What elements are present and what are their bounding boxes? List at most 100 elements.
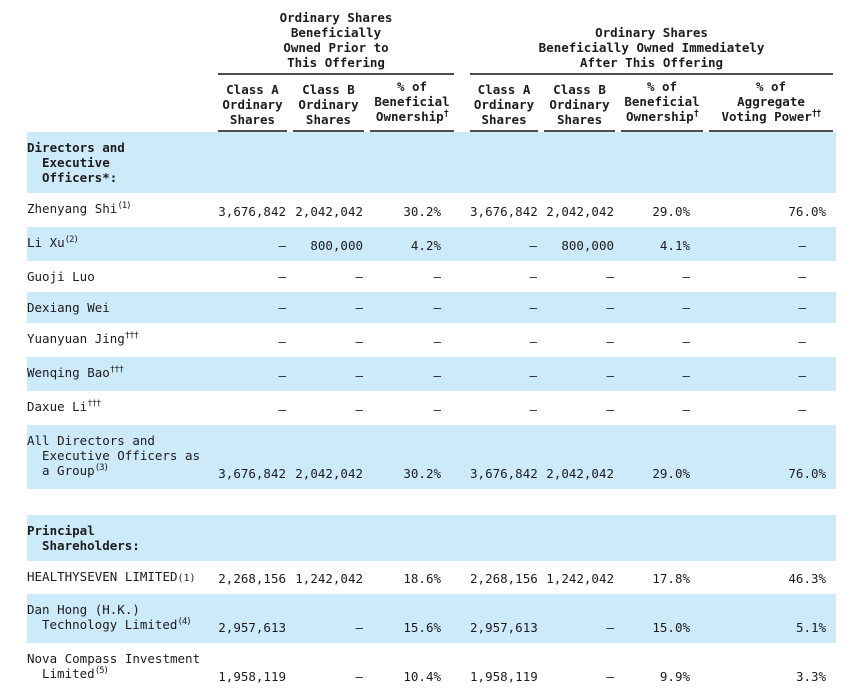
- cell-value: —: [355, 669, 363, 684]
- cell-value: 30.2%: [403, 204, 442, 219]
- table-row: Yuanyuan Jing††† — — — — — — —: [27, 323, 836, 357]
- label-column-spacer: [27, 75, 215, 132]
- cell-value: 2,957,613: [218, 620, 286, 635]
- cell-value: —: [798, 402, 807, 417]
- cell-value: 3,676,842: [470, 466, 538, 481]
- group-header-after: Ordinary Shares Beneficially Owned Immed…: [457, 10, 836, 75]
- spacer-row: [27, 489, 836, 515]
- cell-value: 18.6%: [403, 571, 442, 586]
- footnote-marker: (1): [177, 573, 196, 584]
- cell-value: 76.0%: [788, 466, 827, 481]
- footnote-marker: †††: [124, 331, 139, 341]
- cell-value: —: [529, 402, 538, 417]
- ownership-document-page: Ordinary Shares Beneficially Owned Prior…: [27, 10, 837, 684]
- column-header: Class B Ordinary Shares: [290, 75, 367, 132]
- cell-value: 46.3%: [788, 571, 827, 586]
- section-header-row: Principal Shareholders:: [27, 515, 837, 561]
- group-header-row: Ordinary Shares Beneficially Owned Prior…: [27, 10, 836, 75]
- cell-value: —: [278, 368, 286, 383]
- row-label: Dan Hong (H.K.) Technology Limited(4): [27, 602, 192, 632]
- group-header-line: Beneficially: [290, 25, 382, 40]
- table-row: Li Xu(2) — 800,000 4.2% — 800,000 4.1% —: [27, 227, 837, 261]
- cell-value: 3,676,842: [218, 466, 286, 481]
- cell-value: —: [355, 402, 363, 417]
- cell-value: —: [355, 300, 363, 315]
- cell-value: 2,042,042: [295, 204, 363, 219]
- cell-value: 30.2%: [403, 466, 442, 481]
- cell-value: 1,242,042: [546, 571, 615, 586]
- cell-value: —: [433, 368, 442, 383]
- footnote-marker: †: [693, 109, 700, 119]
- cell-value: —: [798, 238, 807, 253]
- row-label: Li Xu(2): [27, 235, 79, 250]
- table-row: Nova Compass Investment Limited(5) 1,958,1…: [27, 643, 836, 692]
- cell-value: 17.8%: [652, 571, 691, 586]
- cell-value: 3,676,842: [218, 204, 286, 219]
- column-header: % of Beneficial Ownership†: [367, 75, 457, 132]
- table-row: Dexiang Wei — — — — — — —: [27, 292, 837, 323]
- cell-value: 10.4%: [403, 669, 442, 684]
- row-label: Zhenyang Shi(1): [27, 201, 132, 216]
- row-label: HEALTHYSEVEN LIMITED(1): [27, 569, 196, 584]
- cell-value: —: [433, 300, 442, 315]
- column-header-row: Class A Ordinary Shares Class B Ordinary Shar…: [27, 75, 836, 132]
- group-header-line: After This Offering: [580, 55, 724, 70]
- cell-value: 1,958,119: [470, 669, 538, 684]
- cell-value: —: [798, 300, 807, 315]
- row-label: All Directors and Executive Officers as a …: [27, 433, 201, 478]
- cell-value: —: [278, 300, 286, 315]
- footnote-marker: (3): [94, 463, 109, 473]
- cell-value: —: [355, 368, 363, 383]
- cell-value: 4.1%: [659, 238, 691, 253]
- cell-value: —: [606, 368, 615, 383]
- cell-value: —: [606, 334, 615, 349]
- row-label: Guoji Luo: [27, 269, 95, 284]
- row-label: Dexiang Wei: [27, 300, 110, 315]
- cell-value: —: [355, 269, 363, 284]
- cell-value: —: [682, 334, 691, 349]
- cell-value: 15.0%: [652, 620, 691, 635]
- cell-value: —: [278, 269, 286, 284]
- column-header: Class A Ordinary Shares: [215, 75, 290, 132]
- cell-value: —: [606, 669, 615, 684]
- column-header: % of Aggregate Voting Power††: [706, 75, 836, 132]
- group-header-line: Beneficially Owned Immediately: [538, 40, 765, 55]
- cell-value: —: [798, 334, 807, 349]
- cell-value: —: [682, 269, 691, 284]
- row-label: Yuanyuan Jing†††: [27, 331, 139, 346]
- cell-value: 2,042,042: [546, 466, 615, 481]
- table-row: Daxue Li††† — — — — — — —: [27, 391, 836, 425]
- ownership-table: Ordinary Shares Beneficially Owned Prior…: [27, 10, 837, 692]
- cell-value: —: [606, 300, 615, 315]
- row-label: Wenqing Bao†††: [27, 365, 124, 380]
- cell-value: 29.0%: [652, 466, 691, 481]
- cell-value: —: [529, 269, 538, 284]
- table-row: HEALTHYSEVEN LIMITED(1) 2,268,156 1,242,04…: [27, 561, 836, 594]
- table-row: Guoji Luo — — — — — — —: [27, 261, 836, 292]
- section-header-row: Directors and Executive Officers*:: [27, 132, 837, 193]
- cell-value: —: [606, 269, 615, 284]
- row-label: Daxue Li†††: [27, 399, 102, 414]
- cell-value: 800,000: [561, 238, 615, 253]
- cell-value: —: [433, 402, 442, 417]
- cell-value: —: [606, 620, 615, 635]
- cell-value: 2,042,042: [295, 466, 363, 481]
- column-header: Class B Ordinary Shares: [541, 75, 618, 132]
- group-header-line: Owned Prior to: [283, 40, 389, 55]
- row-label: Nova Compass Investment Limited(5): [27, 651, 201, 681]
- cell-value: —: [798, 269, 807, 284]
- cell-value: —: [682, 300, 691, 315]
- footnote-marker: †: [443, 109, 450, 119]
- cell-value: —: [606, 402, 615, 417]
- cell-value: —: [355, 620, 363, 635]
- row-label: Directors and Executive Officers*:: [27, 140, 125, 185]
- group-header-line: Ordinary Shares: [279, 10, 393, 25]
- cell-value: —: [278, 238, 286, 253]
- cell-value: 29.0%: [652, 204, 691, 219]
- cell-value: —: [529, 238, 538, 253]
- footnote-marker: (5): [94, 666, 109, 676]
- footnote-marker: ††: [811, 109, 822, 119]
- cell-value: —: [682, 368, 691, 383]
- footnote-marker: (2): [64, 235, 79, 245]
- cell-value: —: [529, 334, 538, 349]
